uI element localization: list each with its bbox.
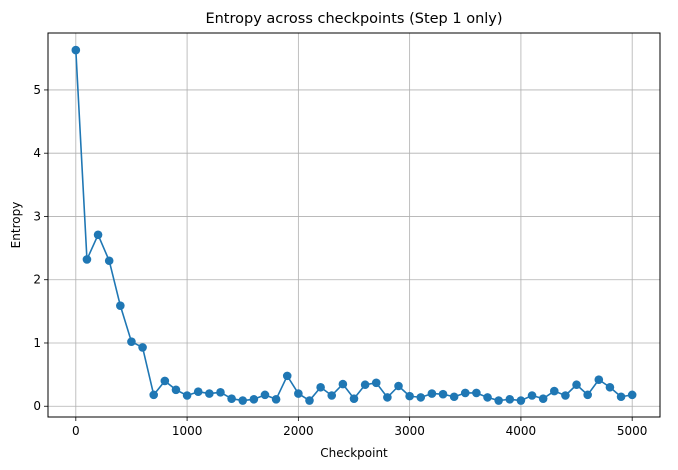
- x-tick-label: 2000: [283, 424, 314, 438]
- data-point: [394, 381, 403, 391]
- data-point: [416, 393, 426, 402]
- data-point: [127, 337, 136, 347]
- data-point: [472, 388, 481, 398]
- data-point: [327, 391, 337, 400]
- y-tick-label: 2: [33, 273, 41, 287]
- data-point: [316, 382, 325, 392]
- data-point: [149, 390, 159, 400]
- data-point: [538, 394, 548, 403]
- data-point: [360, 380, 370, 390]
- data-point: [93, 230, 103, 240]
- y-axis-label: Entropy: [9, 202, 23, 249]
- data-point: [505, 394, 515, 404]
- plot-area-frame: [47, 32, 661, 418]
- data-point: [605, 382, 615, 392]
- data-point: [71, 45, 81, 55]
- data-point: [516, 396, 526, 405]
- data-point: [260, 390, 270, 400]
- data-point: [460, 388, 470, 398]
- data-point: [249, 394, 259, 404]
- data-point: [527, 391, 537, 400]
- series-entropy: [71, 45, 637, 405]
- x-tick-label: 4000: [506, 424, 537, 438]
- data-point: [449, 392, 459, 402]
- grid-lines: [48, 33, 660, 417]
- x-tick-label: 3000: [394, 424, 425, 438]
- data-point: [572, 380, 581, 390]
- axis-ticks: 0 1000 2000 3000 4000 5000 0 1 2 3 4 5: [33, 83, 647, 438]
- data-point: [193, 387, 203, 396]
- data-point: [82, 255, 92, 264]
- data-point: [138, 343, 147, 352]
- data-point: [104, 256, 114, 266]
- x-tick-label: 5000: [617, 424, 648, 438]
- data-point: [160, 376, 170, 386]
- data-point: [305, 396, 314, 405]
- data-point: [494, 396, 503, 405]
- data-point: [349, 394, 359, 403]
- data-point: [182, 391, 192, 400]
- y-tick-label: 1: [33, 336, 41, 350]
- y-tick-label: 4: [33, 146, 41, 160]
- data-point: [282, 371, 292, 381]
- data-point: [627, 390, 637, 400]
- data-point: [116, 301, 125, 310]
- y-tick-label: 0: [33, 399, 41, 413]
- data-point: [205, 389, 214, 398]
- data-point: [549, 386, 559, 396]
- y-tick-label: 3: [33, 209, 41, 223]
- data-point: [594, 375, 604, 384]
- data-point: [405, 391, 414, 401]
- y-tick-label: 5: [33, 83, 41, 97]
- data-point: [238, 396, 248, 405]
- x-tick-label: 0: [72, 424, 80, 438]
- data-point: [171, 385, 181, 395]
- data-point: [616, 392, 626, 402]
- x-tick-label: 1000: [172, 424, 203, 438]
- data-point: [294, 389, 303, 398]
- data-point: [271, 394, 281, 404]
- data-point: [371, 378, 381, 388]
- data-point: [438, 389, 448, 399]
- x-axis-label: Checkpoint: [320, 446, 388, 460]
- data-point: [583, 390, 592, 400]
- data-point: [483, 393, 492, 402]
- chart-title: Entropy across checkpoints (Step 1 only): [205, 11, 502, 27]
- data-point: [338, 379, 348, 389]
- data-point: [561, 391, 570, 400]
- data-point: [216, 388, 225, 397]
- data-point: [427, 389, 437, 398]
- data-point: [383, 393, 392, 402]
- data-point: [227, 394, 236, 403]
